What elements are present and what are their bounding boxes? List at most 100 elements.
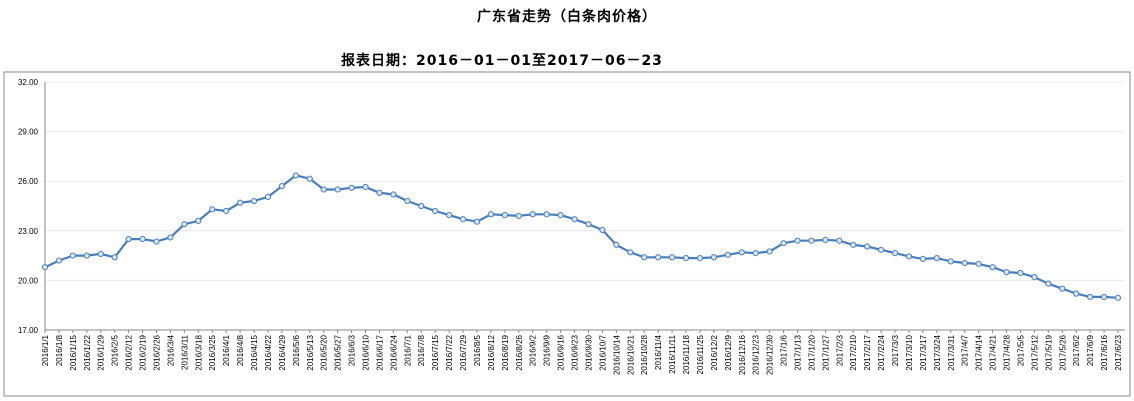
- x-tick-label: 2016/5/13: [306, 334, 315, 370]
- x-tick-label: 2016/4/8: [236, 334, 245, 366]
- x-tick-label: 2016/9/9: [543, 334, 552, 366]
- x-tick-label: 2016/8/5: [473, 334, 482, 366]
- x-tick-label: 2017/2/3: [835, 334, 844, 366]
- x-tick-label: 2016/2/5: [111, 334, 120, 366]
- data-point: [836, 237, 843, 244]
- data-point: [69, 252, 76, 259]
- data-point: [529, 211, 536, 218]
- x-tick-label: 2017/3/24: [933, 334, 942, 370]
- x-tick-label: 2016/12/30: [766, 334, 775, 375]
- data-point: [627, 249, 634, 256]
- data-point: [153, 238, 160, 245]
- x-tick-label: 2016/3/4: [166, 334, 175, 366]
- data-point: [264, 193, 272, 201]
- data-point: [167, 234, 174, 241]
- data-point: [641, 254, 648, 261]
- data-point: [850, 241, 857, 248]
- data-point: [446, 211, 453, 219]
- x-tick-label: 2017/3/3: [891, 334, 900, 366]
- data-point: [1073, 290, 1080, 297]
- x-tick-label: 2017/3/17: [919, 334, 928, 370]
- x-tick-label: 2017/1/13: [793, 334, 802, 370]
- data-point: [83, 252, 90, 259]
- data-point: [543, 211, 550, 218]
- data-point: [376, 189, 383, 196]
- data-point: [404, 197, 411, 205]
- data-point: [668, 254, 676, 261]
- data-point: [780, 240, 787, 247]
- data-point: [487, 211, 495, 218]
- x-tick-label: 2017/6/16: [1100, 334, 1109, 370]
- data-point: [181, 221, 188, 228]
- data-point: [195, 217, 202, 224]
- x-tick-label: 2016/2/26: [152, 334, 161, 370]
- chart-frame: [3, 71, 1131, 397]
- data-point: [822, 236, 829, 243]
- data-point: [236, 199, 244, 206]
- data-point: [41, 264, 49, 271]
- data-point: [682, 254, 690, 262]
- x-tick-label: 2016/1/8: [55, 334, 64, 366]
- data-point: [292, 172, 299, 179]
- data-point: [55, 257, 63, 264]
- x-tick-label: 2017/6/9: [1086, 334, 1095, 366]
- y-tick-label: 23.00: [18, 227, 39, 236]
- x-tick-label: 2016/6/10: [362, 334, 371, 370]
- x-tick-label: 2016/9/2: [529, 334, 538, 366]
- data-point: [919, 255, 927, 263]
- x-tick-label: 2016/1/1: [41, 334, 50, 366]
- data-point: [710, 254, 717, 261]
- x-tick-label: 2016/6/24: [389, 334, 398, 370]
- y-tick-labels: 32.00 29.00 26.00 23.00 20.00 17.00: [18, 78, 39, 335]
- x-tick-label: 2016/4/1: [222, 334, 231, 366]
- data-point: [585, 221, 592, 228]
- y-tick-label: 17.00: [18, 326, 39, 335]
- x-tick-label: 2017/6/23: [1114, 334, 1123, 370]
- x-tick-label: 2017/4/14: [975, 334, 984, 370]
- x-tick-label: 2016/10/14: [612, 334, 621, 375]
- x-tick-label: 2017/5/12: [1030, 334, 1039, 370]
- x-tick-label: 2016/12/2: [710, 334, 719, 370]
- x-tick-label: 2016/1/22: [83, 334, 92, 370]
- data-point: [473, 218, 481, 225]
- data-point: [975, 260, 982, 267]
- data-point: [655, 254, 662, 261]
- x-tick-label: 2017/2/10: [849, 334, 858, 370]
- x-tick-label: 2016/8/12: [487, 334, 496, 370]
- data-point: [752, 250, 759, 257]
- data-point: [794, 237, 801, 244]
- x-tick-label: 2016/5/27: [334, 334, 343, 370]
- x-tick-label: 2016/9/30: [584, 334, 593, 370]
- x-tick-label: 2016/10/28: [640, 334, 649, 375]
- x-tick-label: 2017/4/7: [961, 334, 970, 366]
- x-tick-label: 2016/11/18: [682, 334, 691, 374]
- data-point: [362, 183, 369, 191]
- x-tick-label: 2017/2/24: [877, 334, 886, 370]
- y-tick-label: 26.00: [18, 177, 39, 186]
- data-point: [599, 226, 606, 234]
- data-point: [947, 258, 954, 265]
- x-tick-label: 2016/4/29: [278, 334, 287, 370]
- data-point: [432, 207, 439, 215]
- x-tick-label: 2017/1/20: [807, 334, 816, 370]
- data-point: [1114, 294, 1122, 301]
- x-tick-label: 2017/3/10: [905, 334, 914, 370]
- data-point: [1087, 293, 1094, 301]
- x-tick-label: 2016/7/15: [431, 334, 440, 370]
- data-point: [738, 249, 745, 256]
- data-point: [724, 251, 731, 258]
- y-tick-label: 29.00: [18, 128, 39, 137]
- x-tick-label: 2017/2/17: [863, 334, 872, 370]
- x-tick-label: 2017/3/31: [947, 334, 956, 370]
- x-tick-label: 2017/1/6: [780, 334, 789, 366]
- data-point: [1031, 273, 1038, 281]
- x-tick-label: 2016/10/21: [626, 334, 635, 375]
- x-tick-label: 2016/11/11: [668, 334, 677, 373]
- x-tick-label: 2017/1/27: [821, 334, 830, 370]
- data-point: [459, 216, 467, 223]
- x-tick-label: 2016/6/17: [375, 334, 384, 370]
- data-point: [571, 216, 578, 223]
- data-point: [278, 183, 285, 190]
- x-tick-label: 2016/2/19: [139, 334, 148, 370]
- data-point: [111, 254, 118, 261]
